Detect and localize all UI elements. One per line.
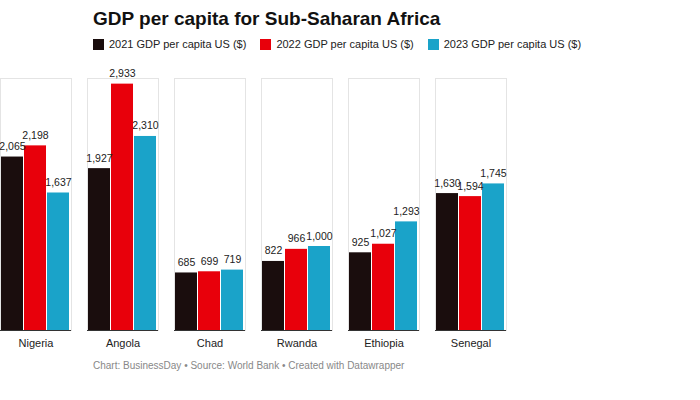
svg-text:2,933: 2,933 xyxy=(109,67,135,79)
html-text:2023 GDP per capita US ($): 2023 GDP per capita US ($) xyxy=(443,38,582,50)
svg-text:699: 699 xyxy=(201,255,219,267)
svg-text:Nigeria: Nigeria xyxy=(19,337,55,349)
svg-text:925: 925 xyxy=(352,236,370,248)
svg-text:Angola: Angola xyxy=(106,337,141,349)
svg-text:1,637: 1,637 xyxy=(45,176,71,188)
svg-text:1,000: 1,000 xyxy=(306,230,332,242)
svg-text:1,027: 1,027 xyxy=(370,227,396,239)
svg-text:2,198: 2,198 xyxy=(22,129,48,141)
svg-text:822: 822 xyxy=(265,244,283,256)
svg-text:Rwanda: Rwanda xyxy=(277,337,318,349)
html-text:2021 GDP per capita US ($): 2021 GDP per capita US ($) xyxy=(109,38,247,50)
html-text:GDP per capita for Sub-Saharan: GDP per capita for Sub-Saharan Africa xyxy=(93,8,441,29)
svg-text:966: 966 xyxy=(288,232,306,244)
svg-text:2,065: 2,065 xyxy=(0,140,26,152)
html-text:Chart: BusinessDay • Source: W: Chart: BusinessDay • Source: World Bank … xyxy=(93,360,405,371)
svg-text:685: 685 xyxy=(178,256,196,268)
svg-text:Senegal: Senegal xyxy=(451,337,491,349)
svg-text:1,745: 1,745 xyxy=(480,167,506,179)
svg-text:1,927: 1,927 xyxy=(86,152,112,164)
svg-text:2,310: 2,310 xyxy=(132,119,158,131)
svg-text:1,594: 1,594 xyxy=(457,180,483,192)
svg-text:Ethiopia: Ethiopia xyxy=(364,337,405,349)
svg-text:719: 719 xyxy=(224,253,242,265)
svg-text:1,630: 1,630 xyxy=(434,176,461,189)
svg-text:Chad: Chad xyxy=(197,337,223,349)
html-text:2022 GDP per capita US ($): 2022 GDP per capita US ($) xyxy=(276,38,414,50)
svg-text:1,293: 1,293 xyxy=(393,205,419,217)
